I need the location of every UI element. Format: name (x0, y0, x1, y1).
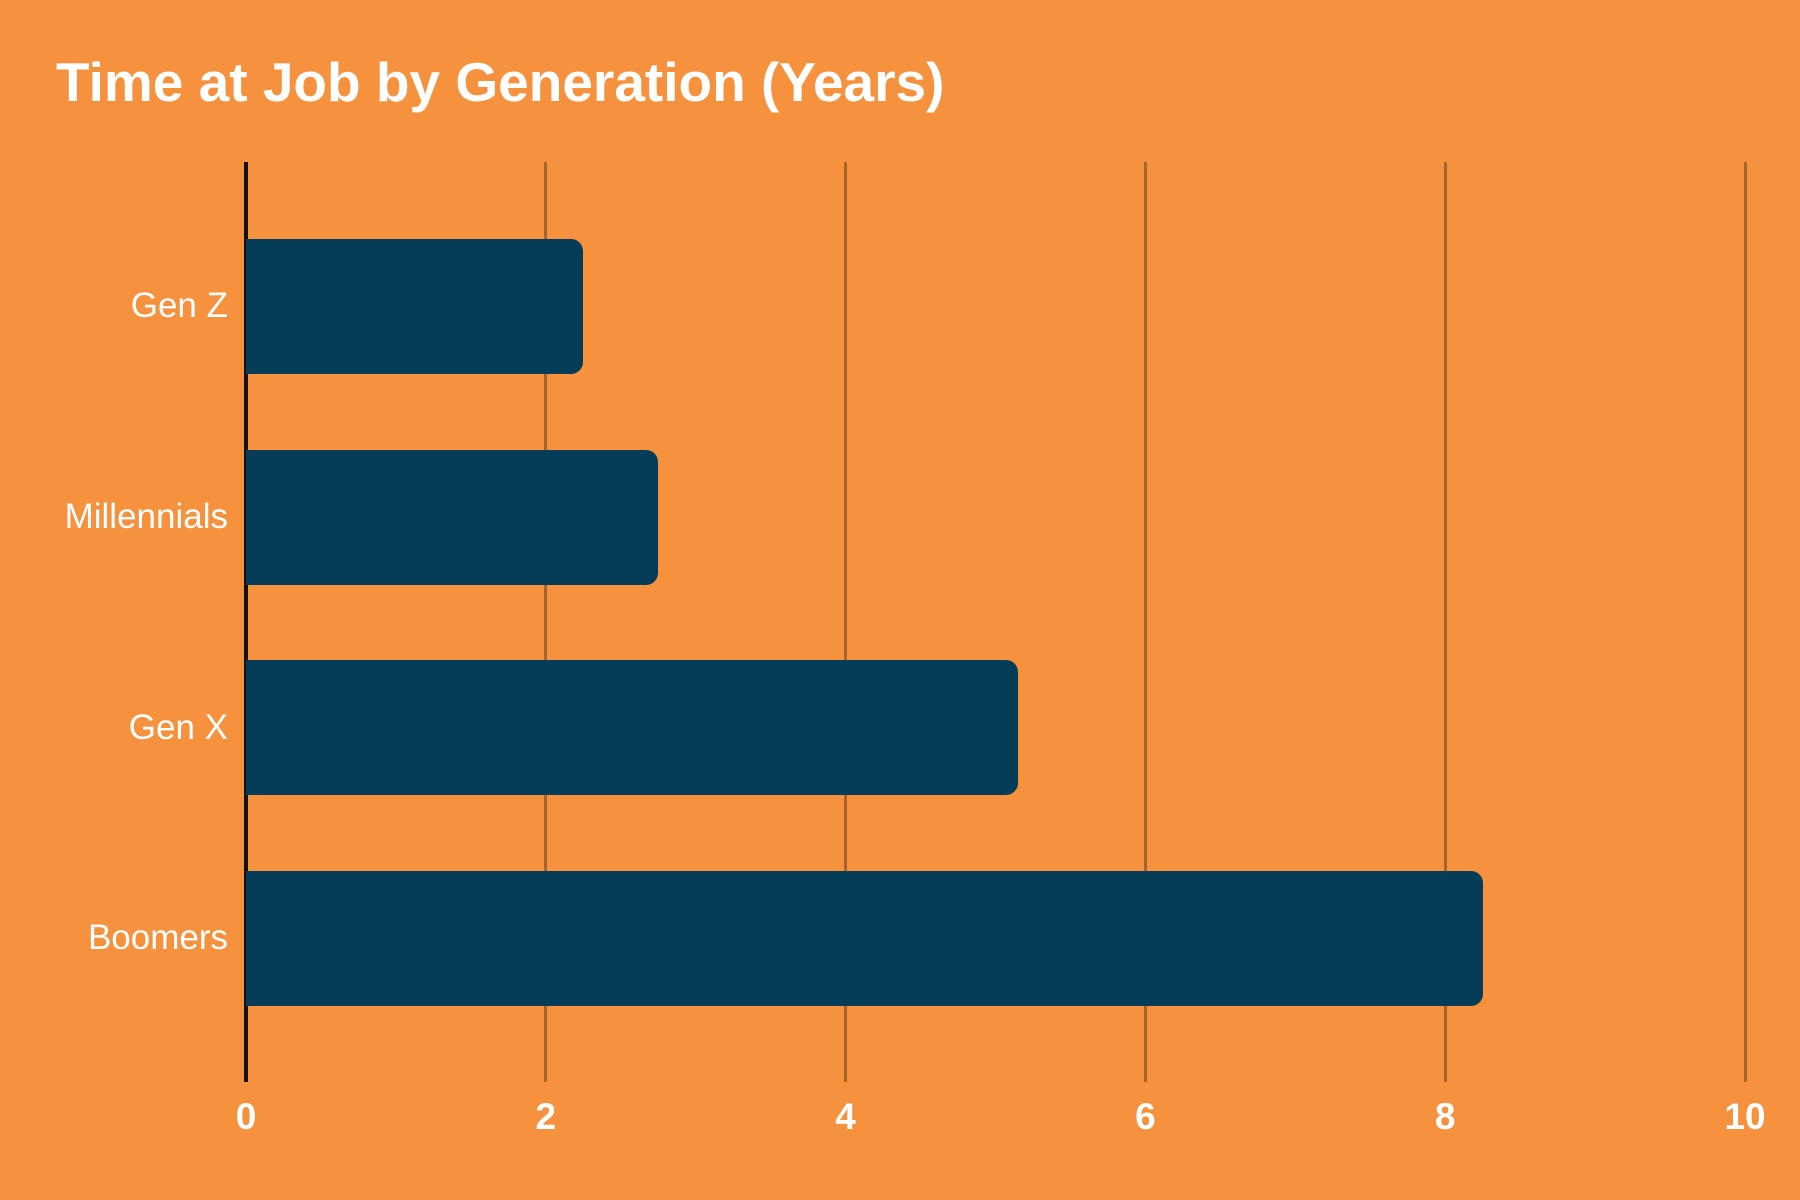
gridline (844, 162, 848, 1082)
category-label: Millennials (64, 497, 228, 537)
tick-label: 2 (535, 1096, 557, 1137)
category-label: Gen Z (130, 286, 228, 326)
tick-label: 4 (835, 1096, 856, 1137)
bar-boomers (246, 870, 1483, 1006)
bar-millennials (246, 449, 659, 585)
gridline (1443, 162, 1447, 1082)
gridline (544, 162, 548, 1082)
gridline (1143, 162, 1147, 1082)
bar-gen-x (246, 660, 1018, 796)
tick-label: 0 (235, 1096, 257, 1137)
chart-title: Time at Job by Generation (Years) (56, 51, 945, 113)
category-label: Boomers (87, 918, 228, 958)
y-axis-line (244, 162, 248, 1082)
tick-label: 8 (1434, 1096, 1456, 1137)
tick-label: 6 (1135, 1096, 1156, 1137)
bar-gen-z (246, 238, 584, 374)
category-label: Gen X (128, 707, 228, 747)
tick-label: 10 (1724, 1096, 1766, 1137)
gridline (1743, 162, 1747, 1082)
plot-area (244, 162, 1747, 1082)
